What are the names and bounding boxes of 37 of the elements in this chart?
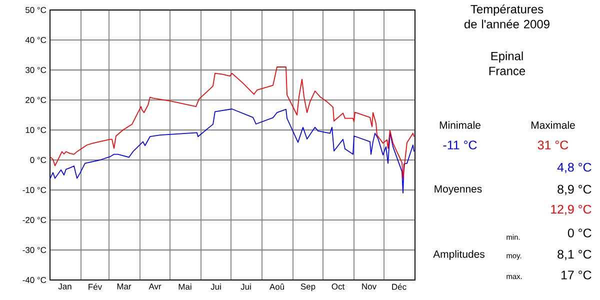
line-series — [50, 108, 414, 194]
text: 17 °C — [561, 270, 592, 280]
text: 8,1 °C — [558, 250, 592, 260]
text: 8,9 °C — [558, 184, 592, 196]
x-tick-label: Aoû — [269, 284, 284, 290]
x-tick-label: Oct — [332, 284, 345, 290]
text: Minimale — [440, 121, 480, 129]
text: 0 °C — [568, 228, 592, 238]
y-tick-label: 30 °C — [26, 67, 46, 73]
x-tick-label: Nov — [362, 284, 376, 290]
text: 31 °C — [538, 140, 568, 150]
y-tick-label: -20 °C — [22, 217, 46, 223]
x-tick-label: Mar — [117, 284, 132, 290]
text: -11 °C — [443, 140, 477, 150]
y-tick-label: -40 °C — [22, 277, 46, 283]
x-tick-label: Mai — [178, 284, 192, 290]
text: 12,9 °C — [551, 204, 592, 216]
text: Températures de l'année 2009 — [464, 4, 550, 28]
text: Amplitudes — [433, 250, 484, 260]
text: Epinal France — [489, 52, 526, 76]
text: Moyennes — [434, 185, 482, 195]
x-tick-label: Déc — [392, 284, 406, 290]
y-tick-label: -30 °C — [22, 247, 46, 253]
text: 4,8 °C — [557, 162, 592, 174]
text: Maximale — [531, 121, 575, 129]
x-tick-label: Avr — [148, 284, 162, 290]
y-tick-label: 40 °C — [25, 37, 46, 43]
x-tick-label: Jan — [58, 284, 72, 290]
x-tick-label: Fév — [88, 284, 102, 290]
y-tick-label: 0 °C — [30, 157, 46, 163]
y-tick-label: 10 °C — [26, 127, 46, 133]
x-tick-label: Sep — [300, 284, 316, 292]
y-tick-label: 20 °C — [26, 97, 46, 103]
y-tick-label: -10 °C — [22, 187, 46, 193]
x-tick-label: Jui — [210, 284, 221, 290]
y-tick-label: 50 °C — [26, 7, 46, 13]
x-tick-label: Jui — [240, 284, 251, 290]
